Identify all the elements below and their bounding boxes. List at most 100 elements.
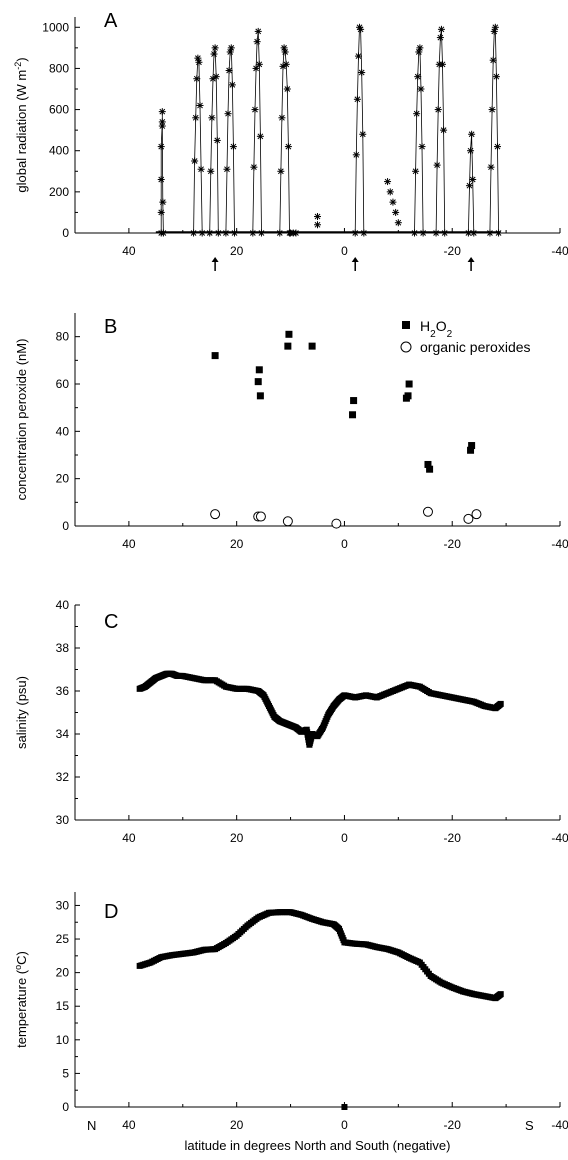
y-tick-label: 60 (56, 377, 70, 391)
asterisk-stroke (414, 73, 421, 80)
asterisk-stroke (251, 164, 257, 171)
h2o2-point (424, 460, 432, 468)
asterisk-stroke (489, 106, 495, 113)
asterisk-stroke (213, 73, 220, 80)
y-tick-label: 5 (62, 1066, 69, 1080)
radiation-point (249, 229, 257, 237)
radiation-point (228, 81, 236, 89)
y-axis-label-part: ) (14, 57, 29, 61)
asterisk-stroke (354, 96, 361, 103)
radiation-point (354, 52, 362, 60)
asterisk-stroke (415, 49, 422, 55)
radiation-point (488, 106, 496, 114)
arrow-head (351, 257, 359, 262)
x-tick-label: 20 (230, 831, 244, 845)
x-tick-label: -40 (551, 1118, 568, 1132)
asterisk-stroke (390, 199, 396, 206)
x-tick-label: -20 (444, 831, 462, 845)
radiation-point (411, 229, 418, 237)
radiation-point (392, 208, 400, 216)
radiation-point (225, 66, 233, 74)
x-tick-label: 0 (341, 1118, 348, 1132)
radiation-day-4 (222, 44, 239, 237)
asterisk-stroke (417, 44, 423, 51)
radiation-point (416, 44, 424, 52)
x-tick-label: -20 (444, 1118, 462, 1132)
h2o2-point (285, 330, 293, 338)
radiation-point (231, 229, 239, 237)
radiation-point (159, 198, 167, 206)
asterisk-stroke (252, 106, 258, 113)
h2o2-point (211, 352, 219, 360)
asterisk-stroke (198, 166, 204, 173)
asterisk-stroke (440, 127, 447, 134)
asterisk-stroke (159, 199, 166, 206)
y-axis-label: temperature (oC) (13, 951, 29, 1048)
legend-h2o2-label: H2O2 (420, 318, 453, 340)
radiation-line (193, 58, 203, 234)
radiation-point (493, 143, 501, 151)
asterisk-stroke (209, 114, 215, 121)
asterisk-stroke (158, 176, 165, 183)
radiation-point (214, 229, 222, 237)
radiation-line (468, 134, 475, 234)
asterisk-stroke (491, 28, 498, 35)
radiation-point (433, 161, 441, 169)
radiation-point (465, 182, 473, 190)
y-tick-label: 0 (62, 1100, 69, 1114)
organic-peroxide-point (463, 513, 474, 524)
radiation-point (353, 95, 361, 103)
radiation-point (491, 23, 499, 31)
asterisk-stroke (314, 213, 321, 220)
asterisk-stroke (437, 34, 444, 41)
arrow-head (211, 257, 219, 262)
asterisk-stroke (159, 123, 166, 129)
radiation-point (253, 38, 261, 46)
legend-subscript: 2 (430, 329, 436, 340)
x-tick-label: 40 (122, 831, 136, 845)
asterisk-stroke (211, 51, 217, 57)
radiation-point (196, 101, 204, 109)
radiation-point (157, 208, 165, 216)
asterisk-stroke (159, 108, 166, 115)
radiation-point (224, 110, 232, 118)
asterisk-stroke (284, 86, 291, 92)
radiation-point (276, 229, 284, 237)
radiation-point (223, 165, 231, 173)
radiation-point (489, 56, 497, 64)
h2o2-point (404, 392, 412, 400)
data-series (136, 909, 504, 1002)
radiation-point (252, 64, 260, 72)
asterisk-stroke (194, 55, 201, 62)
radiation-point (314, 213, 321, 221)
legend-organic-label: organic peroxides (420, 339, 531, 355)
radiation-point (229, 143, 237, 151)
y-tick-label: 20 (56, 472, 70, 486)
radiation-point (358, 69, 366, 77)
asterisk-stroke (412, 168, 419, 175)
organic-peroxide-point (331, 518, 342, 529)
panel-letter: D (104, 901, 118, 923)
legend-part: O (436, 318, 447, 334)
y-tick-label: 38 (56, 641, 70, 655)
radiation-point (227, 44, 235, 52)
x-label-south: S (525, 1118, 534, 1133)
radiation-point (226, 48, 234, 56)
h2o2-point (284, 342, 292, 350)
h2o2-point (308, 342, 316, 350)
y-axis-label-superscript: -2 (13, 62, 23, 70)
asterisk-stroke (282, 49, 289, 55)
radiation-point (158, 122, 166, 130)
y-tick-label: 32 (56, 770, 70, 784)
h2o2-point (350, 397, 358, 405)
h2o2-point (426, 465, 434, 473)
asterisk-stroke (418, 86, 424, 92)
y-tick-label: 0 (62, 519, 69, 533)
y-tick-label: 15 (56, 999, 70, 1013)
y-tick-label: 40 (56, 424, 70, 438)
radiation-line (225, 47, 235, 234)
asterisk-stroke (492, 24, 499, 31)
asterisk-stroke (196, 59, 202, 66)
asterisk-stroke (359, 131, 366, 138)
asterisk-stroke (281, 44, 287, 51)
